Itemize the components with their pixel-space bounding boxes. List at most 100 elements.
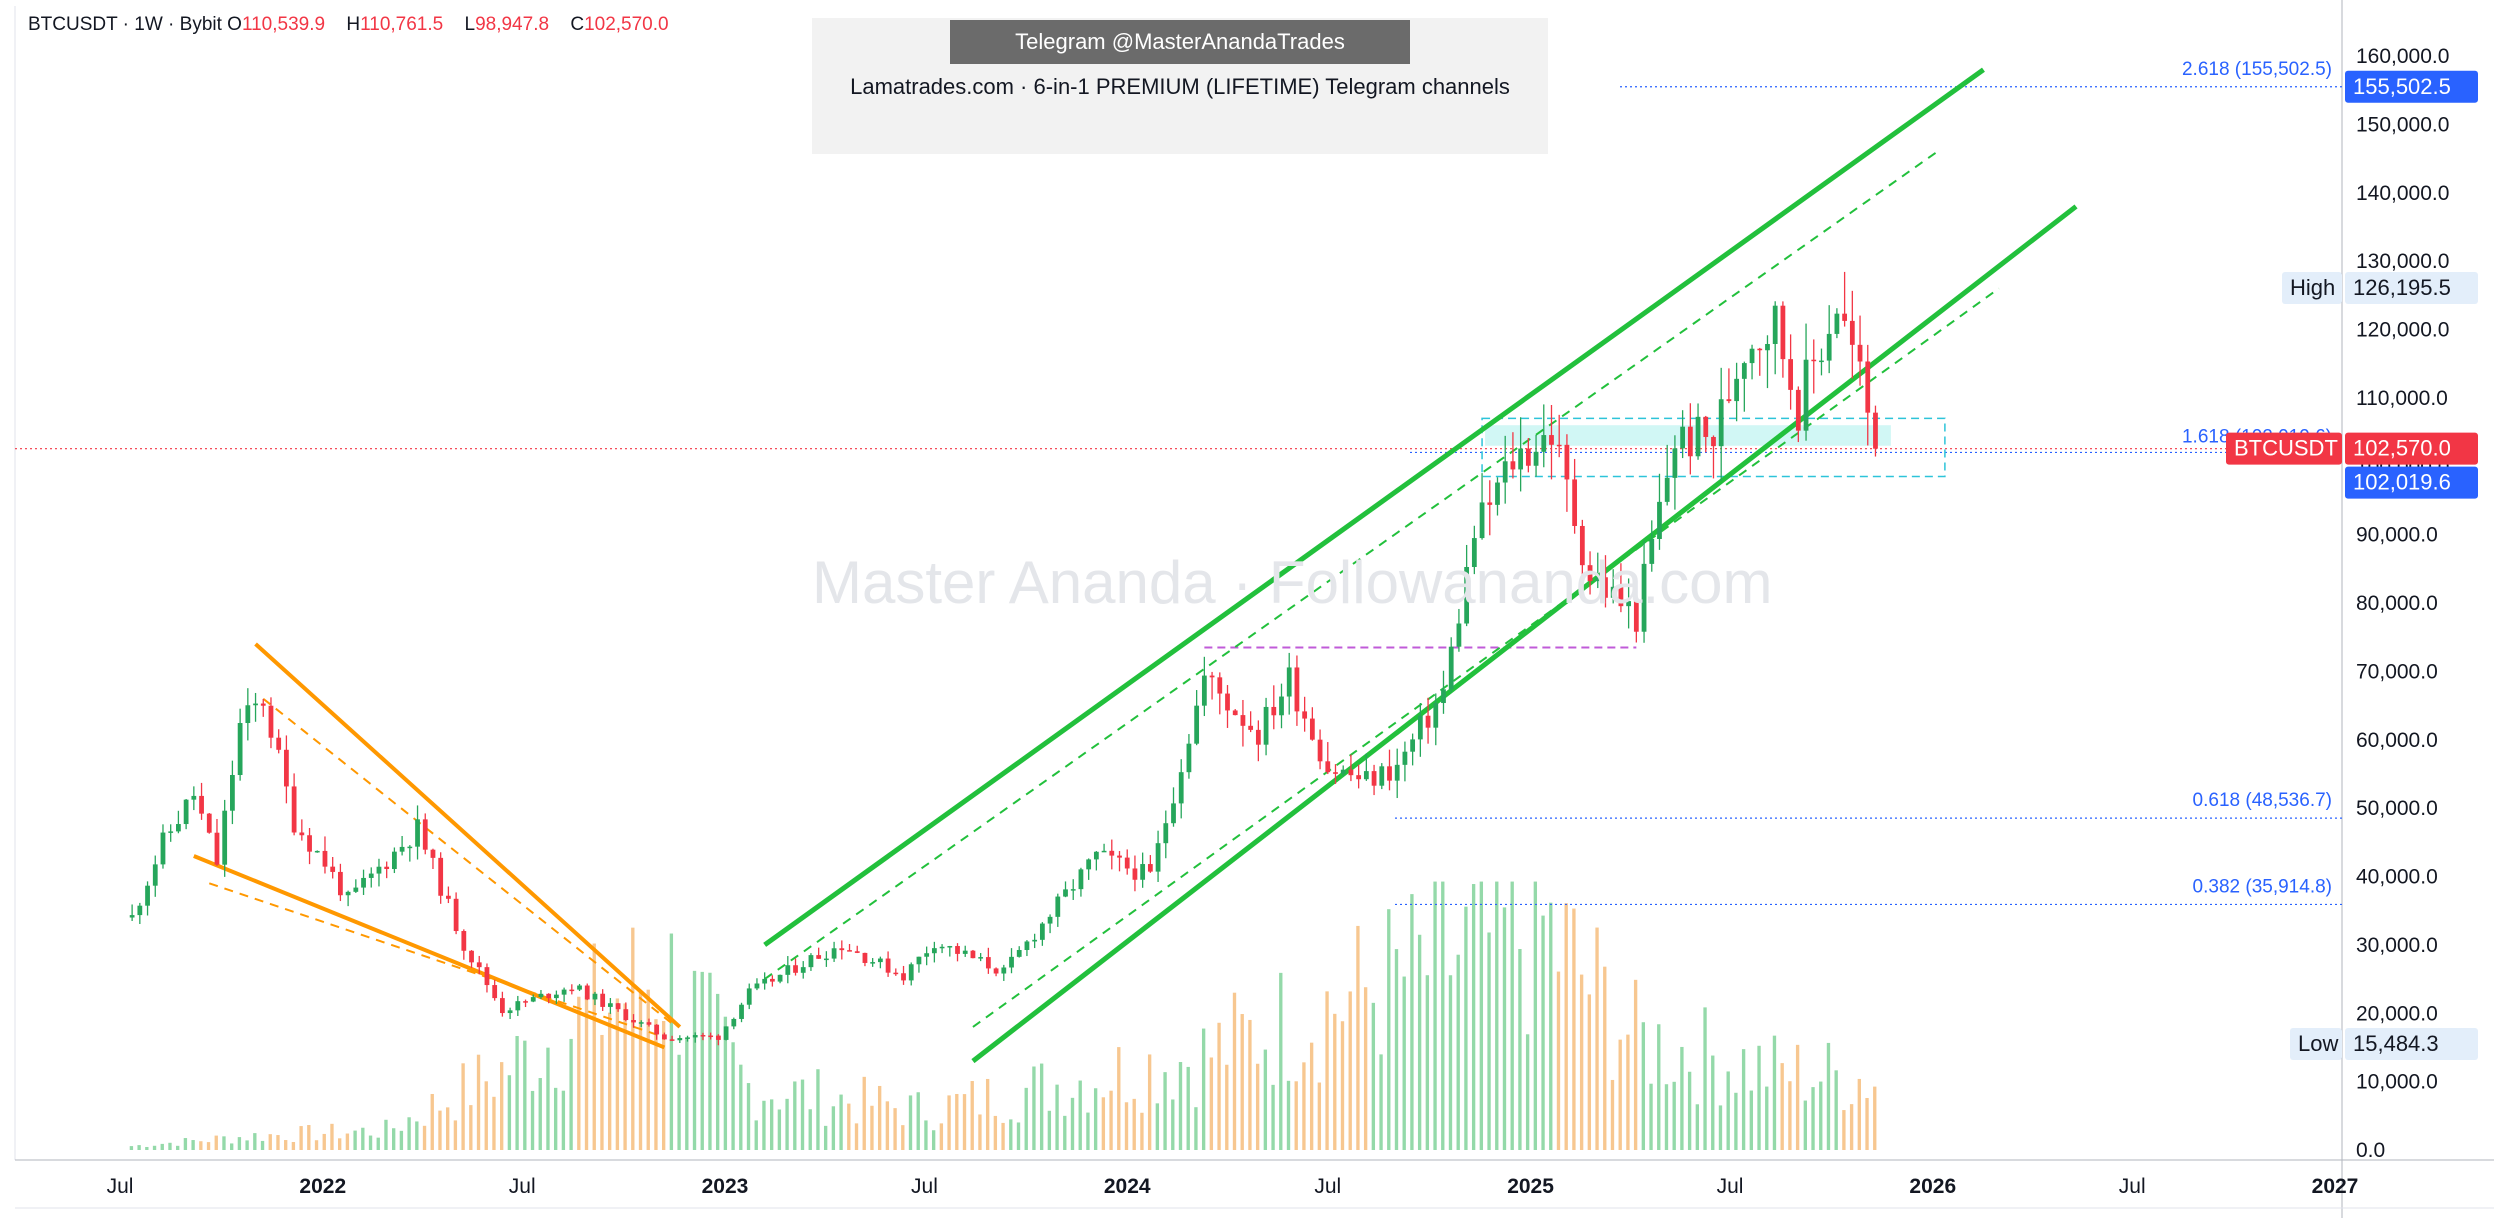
volume-bar (924, 1120, 928, 1150)
candle-body (1502, 461, 1508, 483)
low-label-tag: Low (2298, 1031, 2338, 1056)
volume-bar (1356, 925, 1360, 1150)
candle-body (1541, 435, 1547, 452)
candle-body (870, 962, 876, 964)
volume-bar (607, 1012, 612, 1150)
volume-bar (1572, 908, 1576, 1150)
volume-bar (499, 1062, 504, 1150)
candle-body (1456, 623, 1462, 647)
volume-bar (1016, 1122, 1021, 1150)
y-tick-label: 110,000.0 (2356, 387, 2448, 410)
candle-body (623, 1009, 629, 1021)
candle-body (777, 974, 783, 982)
volume-bar (145, 1146, 149, 1150)
volume-bar (1186, 1066, 1190, 1150)
y-tick-label: 10,000.0 (2356, 1071, 2438, 1094)
volume-bar (1495, 881, 1499, 1150)
candle-body (708, 1035, 714, 1038)
candle-body (438, 857, 444, 896)
candle-body (430, 849, 436, 858)
volume-bar (638, 992, 643, 1150)
candle-body (939, 946, 945, 949)
volume-bar (284, 1140, 288, 1150)
volume-bar (1533, 881, 1538, 1150)
candle-body (461, 931, 467, 951)
low-value-tag: 15,484.3 (2353, 1031, 2439, 1056)
candle-body (484, 967, 490, 986)
volume-bar (322, 1133, 326, 1150)
candle-body (607, 1003, 613, 1007)
candle-body (507, 1010, 513, 1014)
volume-bar (152, 1145, 157, 1150)
candle-body (839, 948, 845, 951)
y-tick-label: 140,000.0 (2356, 182, 2449, 205)
volume-bar (1348, 991, 1352, 1150)
candle-body (523, 1001, 528, 1003)
volume-bar (1865, 1097, 1869, 1150)
x-tick-label: 2027 (2312, 1175, 2359, 1198)
y-tick-label: 0.0 (2356, 1139, 2385, 1162)
candle-body (1387, 766, 1392, 781)
candle-body (1510, 461, 1516, 470)
candle-body (1178, 772, 1184, 804)
candle-body (1826, 333, 1832, 361)
volume-bar (1271, 1084, 1275, 1150)
candle-body (1495, 482, 1500, 505)
candle-body (638, 1022, 644, 1024)
volume-bar (1448, 975, 1453, 1150)
y-tick-label: 120,000.0 (2356, 319, 2449, 342)
volume-bar (1772, 1035, 1777, 1150)
candle-body (1317, 739, 1323, 762)
candle-body (415, 819, 420, 847)
candle-body (746, 988, 752, 1005)
candle-body (854, 951, 860, 953)
volume-bar (368, 1135, 373, 1150)
candle-body (1780, 305, 1786, 360)
volume-bar (129, 1146, 134, 1150)
volume-bar (1009, 1119, 1013, 1150)
volume-bar (1325, 991, 1329, 1150)
candle-body (569, 989, 575, 992)
candle-body (677, 1038, 683, 1041)
volume-bar (176, 1145, 180, 1150)
volume-bar (592, 943, 596, 1150)
x-tick-label: 2023 (702, 1175, 749, 1198)
candle-body (1479, 502, 1485, 539)
volume-bar (577, 996, 581, 1150)
candle-body (176, 824, 181, 832)
candle-body (1819, 360, 1824, 363)
volume-bar (245, 1140, 249, 1150)
candle-body (1803, 359, 1809, 431)
volume-bar (1286, 1080, 1291, 1150)
candle-body (615, 1003, 621, 1010)
volume-bar (1487, 932, 1491, 1150)
volume-bar (800, 1079, 805, 1150)
candle-body (862, 952, 868, 963)
volume-bar (160, 1143, 164, 1150)
volume-bar (1618, 1039, 1622, 1150)
wedge-upper-line (254, 642, 682, 1029)
volume-bar (677, 1054, 681, 1150)
candle-body (1556, 444, 1562, 447)
volume-bar (631, 927, 635, 1150)
candle-body (924, 953, 930, 957)
volume-bar (1464, 906, 1468, 1150)
volume-bar (731, 1042, 735, 1150)
volume-bar (1541, 915, 1545, 1150)
volume-bar (484, 1081, 488, 1150)
high-value-tag-bg (2345, 272, 2478, 304)
volume-bar (299, 1126, 303, 1150)
volume-bar (661, 1021, 666, 1150)
candle-body (916, 956, 922, 965)
candle-body (1579, 525, 1585, 566)
candle-body (1086, 859, 1092, 870)
candle-body (1641, 563, 1647, 632)
fib-2618-tag-bg (2345, 70, 2478, 103)
candle-body (1225, 693, 1230, 711)
candle-body (700, 1035, 706, 1037)
candle-body (152, 864, 158, 886)
high-label: H (346, 14, 361, 35)
volume-bar (1834, 1070, 1838, 1150)
